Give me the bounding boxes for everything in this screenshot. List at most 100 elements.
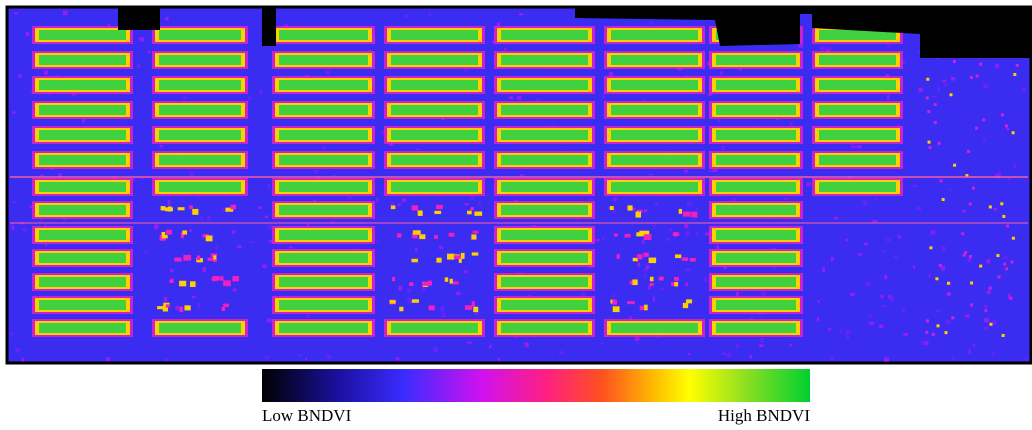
speckle — [197, 303, 201, 309]
colorbar — [262, 369, 810, 402]
speckle — [684, 223, 689, 229]
plot-canopy — [39, 277, 126, 287]
plot-canopy — [501, 300, 588, 310]
speckle — [580, 292, 586, 297]
sparse-plant — [941, 197, 945, 201]
sparse-plant — [928, 146, 932, 150]
speckle — [509, 96, 514, 100]
sparse-plant — [211, 277, 218, 282]
speckle — [946, 292, 949, 297]
no-data — [118, 8, 160, 30]
speckle — [983, 137, 986, 141]
speckle — [517, 95, 522, 100]
speckle — [463, 270, 468, 274]
plot-canopy — [716, 323, 796, 333]
sparse-plant — [982, 118, 986, 122]
sparse-plant — [674, 276, 679, 281]
speckle — [258, 90, 263, 95]
sparse-plant — [968, 202, 972, 206]
speckle — [82, 119, 86, 123]
sparse-plant — [643, 304, 648, 311]
plot-canopy — [501, 323, 588, 333]
speckle — [893, 255, 899, 258]
sparse-plant — [189, 281, 196, 287]
speckle — [21, 357, 25, 362]
sparse-plant — [938, 263, 942, 267]
plot-canopy — [279, 323, 368, 333]
sparse-plant — [1002, 214, 1006, 218]
speckle — [268, 224, 273, 230]
plot-canopy — [819, 30, 896, 40]
sparse-plant — [649, 276, 654, 282]
row-line — [10, 222, 1028, 224]
speckle — [941, 246, 946, 252]
speckle — [247, 96, 251, 101]
plot-canopy — [39, 300, 126, 310]
speckle — [865, 281, 871, 286]
sparse-plant — [473, 306, 479, 313]
speckle — [940, 266, 945, 271]
speckle — [983, 304, 988, 309]
plot-canopy — [391, 30, 478, 40]
no-data-areas — [118, 8, 1030, 58]
speckle — [1007, 176, 1011, 181]
speckle — [22, 227, 27, 232]
plot-canopy — [39, 155, 126, 165]
plot-canopy — [391, 55, 478, 65]
speckle — [916, 206, 922, 211]
speckle — [993, 207, 998, 211]
speckle — [474, 312, 479, 316]
speckle — [249, 240, 253, 244]
plot-canopy — [39, 230, 126, 240]
sparse-plant — [467, 210, 472, 215]
speckle — [1003, 256, 1008, 259]
speckle — [937, 86, 941, 92]
sparse-plant — [612, 306, 620, 313]
speckle — [684, 169, 688, 173]
sparse-plant — [460, 252, 465, 259]
speckle — [648, 173, 654, 178]
speckle — [950, 77, 956, 81]
speckle — [846, 335, 850, 340]
sparse-plant — [399, 306, 404, 312]
speckle — [175, 305, 180, 311]
sparse-plant — [984, 309, 988, 313]
sparse-plant — [225, 207, 234, 212]
sparse-plant — [658, 276, 664, 281]
speckle — [986, 290, 991, 295]
plot-canopy — [39, 55, 126, 65]
sparse-plant — [189, 205, 194, 210]
speckle — [192, 295, 196, 299]
plot-canopy — [279, 182, 368, 192]
sparse-plant — [220, 276, 224, 281]
sparse-plant — [632, 279, 638, 286]
speckle — [576, 218, 579, 221]
speckle — [170, 268, 174, 273]
speckle — [524, 342, 529, 348]
speckle — [497, 357, 501, 362]
speckle — [167, 199, 171, 205]
speckle — [1006, 127, 1010, 131]
sparse-plant — [988, 205, 992, 209]
speckle — [267, 318, 272, 323]
speckle — [535, 98, 540, 102]
sparse-plant — [672, 232, 680, 236]
sparse-plant — [931, 332, 935, 336]
speckle — [917, 51, 922, 54]
speckle — [704, 232, 710, 236]
plot-canopy — [611, 182, 698, 192]
speckle — [902, 308, 906, 312]
speckle — [845, 238, 848, 242]
sparse-plant — [996, 254, 1000, 258]
speckle — [720, 71, 723, 76]
speckle — [267, 183, 271, 189]
speckle — [26, 32, 30, 37]
sparse-plant — [419, 234, 426, 240]
sparse-plant — [474, 211, 483, 216]
sparse-plant — [643, 252, 649, 257]
speckle — [106, 357, 111, 361]
sparse-plant — [453, 255, 461, 259]
sparse-plant — [691, 211, 698, 218]
sparse-plant — [636, 232, 644, 237]
sparse-plant — [160, 206, 166, 211]
